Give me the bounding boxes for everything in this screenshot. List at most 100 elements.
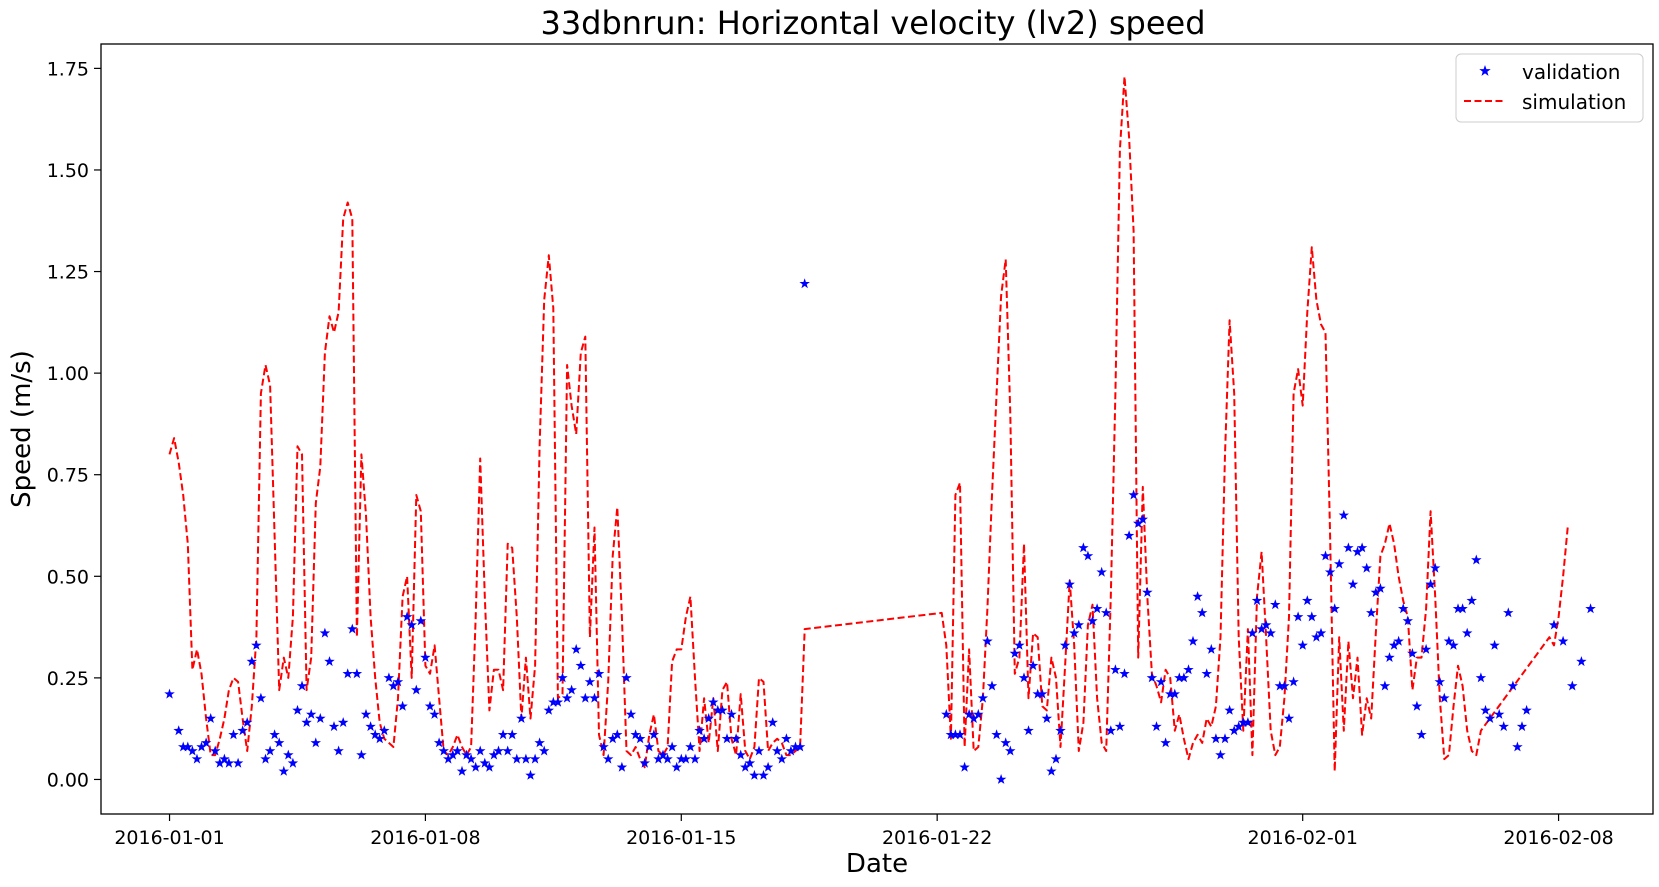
x-tick-label: 2016-01-01 — [114, 827, 224, 849]
validation-point — [1224, 704, 1235, 715]
validation-point — [1489, 639, 1500, 650]
validation-point — [1183, 664, 1194, 675]
validation-point — [278, 765, 289, 776]
validation-point — [1078, 542, 1089, 553]
validation-point — [337, 717, 349, 727]
validation-point — [708, 696, 719, 707]
validation-point — [319, 627, 331, 638]
validation-point — [694, 725, 705, 736]
validation-point — [762, 761, 774, 772]
validation-point — [438, 745, 449, 756]
validation-point — [539, 745, 550, 756]
validation-point — [470, 761, 481, 772]
validation-point — [306, 708, 317, 719]
validation-point — [689, 753, 701, 764]
validation-point — [986, 680, 998, 691]
validation-point — [726, 708, 737, 719]
validation-point — [1050, 753, 1062, 764]
y-tick-label: 0.75 — [47, 465, 89, 487]
validation-point — [1110, 664, 1121, 675]
validation-point — [1279, 680, 1290, 691]
validation-point — [685, 741, 696, 752]
validation-point — [634, 733, 646, 744]
validation-point — [351, 668, 363, 679]
validation-point — [1137, 513, 1148, 524]
validation-point — [968, 713, 979, 723]
validation-point — [420, 652, 431, 662]
validation-point — [406, 619, 417, 630]
validation-point — [379, 725, 390, 736]
validation-point — [1366, 607, 1377, 618]
validation-point — [433, 737, 445, 748]
validation-point — [465, 753, 477, 764]
validation-point — [502, 745, 513, 756]
validation-point — [584, 676, 596, 687]
validation-point — [534, 737, 545, 748]
validation-point — [1503, 607, 1514, 618]
validation-point — [411, 684, 422, 695]
legend-box — [1455, 53, 1644, 123]
validation-point — [1270, 599, 1281, 610]
validation-point — [1585, 603, 1596, 614]
validation-point — [237, 725, 248, 736]
validation-point — [982, 635, 993, 646]
validation-point — [703, 713, 714, 723]
validation-point — [1443, 635, 1455, 646]
validation-point — [1169, 688, 1180, 699]
validation-point — [1032, 688, 1043, 699]
validation-point — [223, 757, 235, 768]
validation-point — [1037, 688, 1048, 699]
validation-point — [301, 717, 312, 727]
validation-point — [497, 729, 509, 740]
plot-marks — [164, 75, 1596, 784]
validation-point — [392, 676, 404, 687]
validation-point — [333, 745, 344, 756]
validation-point — [1512, 741, 1523, 752]
validation-point — [461, 749, 472, 760]
validation-point — [1329, 603, 1340, 614]
validation-point — [1091, 603, 1103, 614]
validation-point — [1288, 676, 1299, 687]
validation-point — [621, 672, 632, 683]
validation-point — [1260, 619, 1272, 630]
validation-point — [191, 753, 203, 764]
validation-point — [1055, 725, 1066, 736]
validation-point — [602, 753, 614, 764]
validation-point — [644, 741, 655, 752]
y-tick-label: 0.00 — [47, 769, 89, 791]
validation-point — [1247, 627, 1258, 638]
validation-point — [1064, 578, 1075, 589]
validation-point — [205, 713, 216, 723]
chart-title: 33dbnrun: Horizontal velocity (lv2) spee… — [540, 4, 1205, 42]
validation-point — [1388, 639, 1400, 650]
validation-point — [625, 708, 637, 719]
validation-point — [1352, 546, 1363, 557]
validation-point — [1192, 591, 1203, 602]
validation-point — [639, 757, 650, 768]
validation-point — [1283, 713, 1295, 723]
validation-point — [232, 757, 244, 768]
validation-point — [287, 757, 299, 768]
validation-point — [1151, 721, 1162, 732]
validation-point — [178, 741, 189, 752]
validation-point — [1567, 680, 1578, 691]
validation-point — [758, 769, 769, 780]
validation-point — [447, 749, 459, 760]
validation-point — [744, 757, 756, 768]
validation-point — [1073, 619, 1084, 630]
validation-point — [264, 745, 276, 756]
validation-point — [1557, 635, 1569, 646]
validation-point — [1274, 680, 1286, 691]
validation-point — [1370, 587, 1381, 597]
validation-point — [1009, 648, 1021, 658]
validation-point — [671, 761, 682, 772]
validation-point — [767, 717, 778, 727]
validation-point — [210, 745, 221, 756]
validation-point — [1334, 558, 1345, 569]
validation-point — [187, 745, 198, 756]
validation-point — [369, 729, 381, 740]
validation-point — [1082, 550, 1094, 561]
validation-point — [1306, 611, 1318, 622]
validation-point — [612, 729, 623, 740]
